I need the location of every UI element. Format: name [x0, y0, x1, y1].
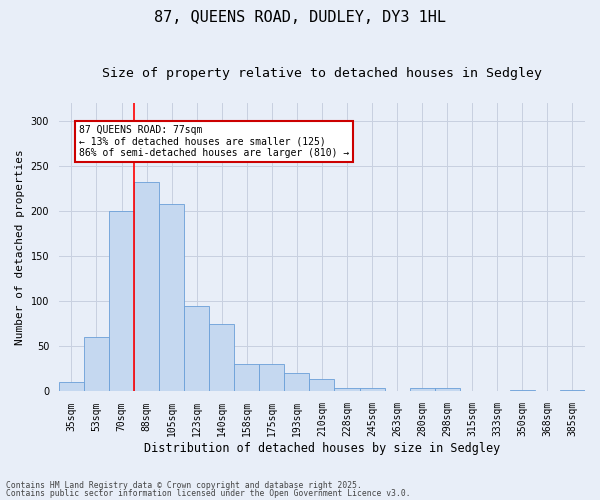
X-axis label: Distribution of detached houses by size in Sedgley: Distribution of detached houses by size … [144, 442, 500, 455]
Title: Size of property relative to detached houses in Sedgley: Size of property relative to detached ho… [102, 68, 542, 80]
Bar [510, 390, 535, 392]
Bar [84, 338, 109, 392]
Text: Contains public sector information licensed under the Open Government Licence v3: Contains public sector information licen… [6, 488, 410, 498]
Text: 87, QUEENS ROAD, DUDLEY, DY3 1HL: 87, QUEENS ROAD, DUDLEY, DY3 1HL [154, 10, 446, 25]
Bar [234, 364, 259, 392]
Bar [560, 390, 585, 392]
Bar [134, 182, 159, 392]
Bar [310, 379, 334, 392]
Bar [359, 388, 385, 392]
Bar [109, 211, 134, 392]
Y-axis label: Number of detached properties: Number of detached properties [15, 149, 25, 345]
Text: 87 QUEENS ROAD: 77sqm
← 13% of detached houses are smaller (125)
86% of semi-det: 87 QUEENS ROAD: 77sqm ← 13% of detached … [79, 125, 349, 158]
Bar [59, 382, 84, 392]
Bar [410, 388, 434, 392]
Bar [159, 204, 184, 392]
Bar [334, 388, 359, 392]
Bar [184, 306, 209, 392]
Bar [284, 374, 310, 392]
Bar [259, 364, 284, 392]
Bar [434, 388, 460, 392]
Text: Contains HM Land Registry data © Crown copyright and database right 2025.: Contains HM Land Registry data © Crown c… [6, 481, 362, 490]
Bar [209, 324, 234, 392]
